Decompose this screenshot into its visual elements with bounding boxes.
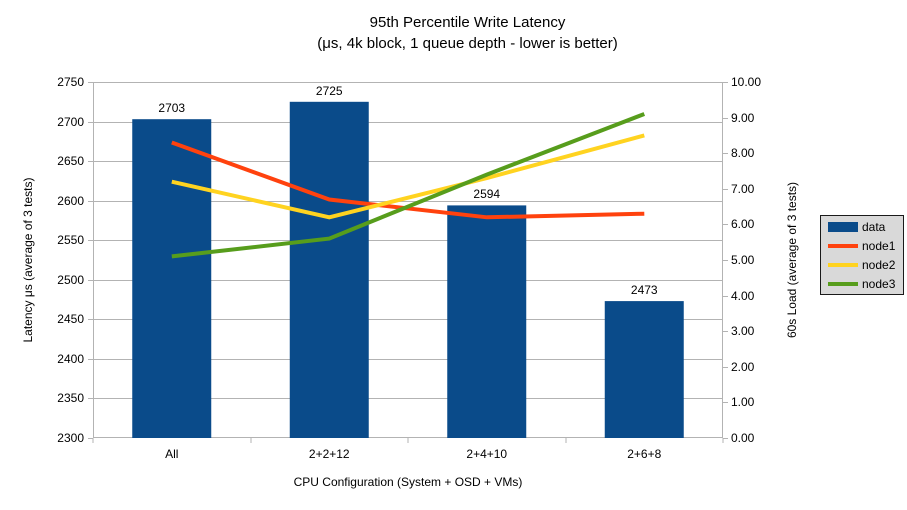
- right-tick-label: 1.00: [731, 395, 755, 410]
- bar-value-label: 2725: [315, 83, 343, 98]
- legend-line-swatch: [828, 243, 858, 248]
- legend-line-swatch: [828, 281, 858, 286]
- bar-2+2+12: [289, 101, 369, 439]
- legend-item-node1: node1: [828, 238, 903, 253]
- legend: data node1 node2 node3: [820, 215, 904, 295]
- right-tick-label: 8.00: [731, 146, 755, 161]
- bar-2+6+8: [604, 301, 684, 438]
- bar-value-label: 2594: [473, 187, 501, 202]
- chart-title: 95th Percentile Write Latency: [369, 14, 566, 31]
- right-tick-label: 2.00: [731, 359, 755, 374]
- legend-item-node3: node3: [828, 276, 903, 291]
- left-tick-label: 2600: [57, 193, 84, 208]
- right-tick-label: 0.00: [731, 431, 755, 445]
- legend-label: node1: [862, 238, 896, 253]
- legend-item-node2: node2: [828, 257, 903, 272]
- left-tick-label: 2550: [57, 233, 84, 248]
- plot-area: [88, 82, 728, 443]
- legend-item-data: data: [828, 219, 903, 234]
- x-axis-title: CPU Configuration (System + OSD + VMs): [293, 475, 523, 489]
- bar-2+4+10: [447, 205, 527, 438]
- plot-canvas: [88, 82, 728, 443]
- line-node3: [171, 112, 646, 259]
- right-tick-label: 9.00: [731, 110, 755, 125]
- right-tick-label: 10.00: [731, 75, 762, 89]
- left-tick-label: 2450: [57, 312, 84, 327]
- right-tick-label: 6.00: [731, 217, 755, 232]
- left-tick-label: 2750: [57, 75, 84, 89]
- left-tick-label: 2300: [57, 431, 84, 445]
- left-tick-label: 2500: [57, 272, 84, 287]
- bar-All: [132, 119, 212, 438]
- legend-label: node3: [862, 276, 896, 291]
- right-tick-label: 5.00: [731, 253, 755, 267]
- right-tick-label: 4.00: [731, 288, 755, 303]
- left-tick-label: 2700: [57, 114, 84, 129]
- chart-subtitle: (μs, 4k block, 1 queue depth - lower is …: [317, 35, 618, 52]
- right-tick-label: 3.00: [731, 324, 755, 339]
- chart-title-block: 95th Percentile Write Latency (μs, 4k bl…: [28, 12, 907, 54]
- category-label: All: [165, 447, 179, 461]
- legend-label: data: [862, 219, 886, 234]
- bar-value-label: 2473: [630, 283, 658, 298]
- left-tick-label: 2650: [57, 154, 84, 169]
- legend-box-swatch: [828, 221, 858, 232]
- right-tick-label: 7.00: [731, 181, 755, 196]
- line-node2: [171, 133, 645, 220]
- bar-value-label: 2703: [158, 101, 186, 116]
- left-tick-label: 2350: [57, 391, 84, 406]
- left-tick-label: 2400: [57, 351, 84, 366]
- legend-line-swatch: [828, 262, 858, 267]
- category-label: 2+2+12: [308, 447, 350, 461]
- category-label: 2+4+10: [466, 447, 508, 461]
- category-label: 2+6+8: [627, 447, 662, 461]
- legend-label: node2: [862, 257, 896, 272]
